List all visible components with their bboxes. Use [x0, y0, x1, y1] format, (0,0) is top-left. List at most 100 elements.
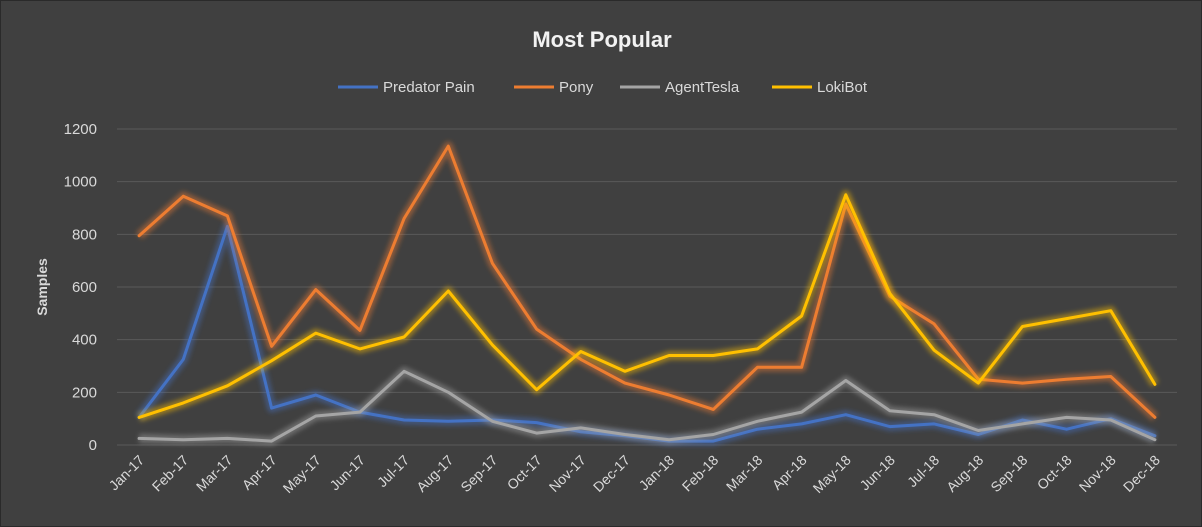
data-point: [889, 425, 891, 428]
data-point: [315, 289, 317, 291]
data-point: [756, 366, 759, 368]
y-tick-label: 400: [72, 332, 97, 349]
data-point: [1021, 325, 1024, 328]
data-point: [359, 348, 361, 350]
y-tick-label: 600: [72, 279, 97, 296]
data-point: [226, 385, 229, 387]
x-tick-label: Jul-18: [904, 452, 942, 490]
data-point: [535, 389, 538, 391]
legend: Predator Pain Pony AgentTesla LokiBot: [338, 79, 868, 96]
data-point: [756, 420, 759, 422]
legend-label: LokiBot: [817, 79, 868, 96]
y-tick-label: 1200: [64, 121, 97, 138]
series-glow: [136, 141, 1158, 421]
y-axis-ticks: 0 200 400 600 800 1000 1200: [64, 121, 97, 454]
data-point: [756, 428, 759, 430]
data-point: [933, 423, 935, 425]
x-axis-ticks: Jan-17 Feb-17 Mar-17 Apr-17 May-17 Jun-17 Jul-…: [106, 452, 1164, 496]
x-tick-label: Sep-17: [457, 452, 500, 495]
data-point: [359, 411, 361, 413]
data-point: [1021, 382, 1024, 384]
data-point: [933, 323, 935, 325]
data-point: [270, 360, 273, 362]
x-tick-label: Jan-18: [636, 452, 678, 494]
data-point: [270, 407, 273, 409]
x-tick-label: Mar-17: [193, 452, 236, 495]
data-point: [889, 292, 891, 295]
data-point: [1110, 310, 1112, 312]
x-tick-label: Apr-18: [769, 452, 810, 493]
data-point: [624, 433, 626, 436]
data-point: [447, 145, 449, 147]
data-point: [712, 440, 714, 442]
data-point: [624, 370, 626, 372]
chart-title: Most Popular: [532, 27, 672, 52]
data-point: [977, 429, 979, 432]
data-point: [1065, 416, 1068, 418]
data-point: [270, 440, 273, 442]
series-line: [137, 144, 1157, 419]
data-point: [226, 215, 229, 217]
legend-label: Predator Pain: [383, 79, 475, 96]
legend-label: Pony: [559, 79, 594, 96]
data-point: [403, 217, 405, 220]
x-tick-label: Jan-17: [106, 452, 148, 494]
data-point: [800, 411, 803, 413]
data-point: [1154, 416, 1156, 418]
data-point: [668, 394, 670, 396]
data-point: [226, 437, 229, 440]
data-point: [182, 402, 184, 404]
data-point: [182, 195, 184, 197]
data-point: [845, 414, 847, 416]
data-point: [712, 433, 714, 436]
data-point: [580, 350, 582, 353]
x-tick-label: Feb-18: [679, 452, 722, 495]
x-tick-label: Aug-17: [413, 452, 456, 495]
series-glow: [135, 221, 1157, 446]
data-point: [491, 420, 494, 422]
x-tick-label: Nov-17: [546, 452, 589, 495]
data-point: [535, 422, 538, 424]
data-point: [447, 290, 449, 292]
series-line: [137, 193, 1157, 419]
data-point: [403, 336, 405, 338]
x-tick-label: Sep-18: [987, 452, 1030, 495]
data-point: [1065, 318, 1068, 320]
data-point: [1065, 378, 1068, 380]
gridlines: [117, 128, 1177, 446]
data-point: [712, 408, 714, 411]
data-point: [668, 439, 670, 441]
data-point: [1110, 419, 1112, 421]
x-tick-label: Oct-17: [504, 452, 545, 493]
x-tick-label: Feb-17: [149, 452, 192, 495]
y-tick-label: 200: [72, 384, 97, 401]
data-point: [359, 329, 361, 332]
data-point: [403, 370, 405, 372]
data-point: [535, 432, 538, 434]
data-point: [800, 366, 803, 368]
data-point: [491, 262, 494, 264]
data-point: [889, 410, 891, 412]
data-point: [624, 382, 626, 384]
data-point: [580, 358, 582, 361]
x-tick-label: Oct-18: [1034, 452, 1075, 493]
data-point: [447, 391, 449, 393]
y-tick-label: 800: [72, 226, 97, 243]
legend-label: AgentTesla: [665, 79, 740, 96]
data-point: [315, 394, 317, 396]
data-point: [800, 315, 803, 317]
x-tick-label: Nov-18: [1076, 452, 1119, 495]
data-point: [1065, 428, 1068, 430]
series-line: [137, 369, 1157, 443]
data-point: [1110, 375, 1112, 378]
x-tick-label: Apr-17: [239, 452, 280, 493]
data-point: [138, 416, 140, 418]
data-point: [491, 344, 494, 346]
x-tick-label: May-18: [810, 452, 854, 496]
series-line: [137, 224, 1157, 443]
data-point: [800, 423, 803, 425]
y-axis-label: Samples: [34, 258, 50, 316]
data-point: [756, 348, 759, 350]
data-point: [712, 354, 714, 357]
